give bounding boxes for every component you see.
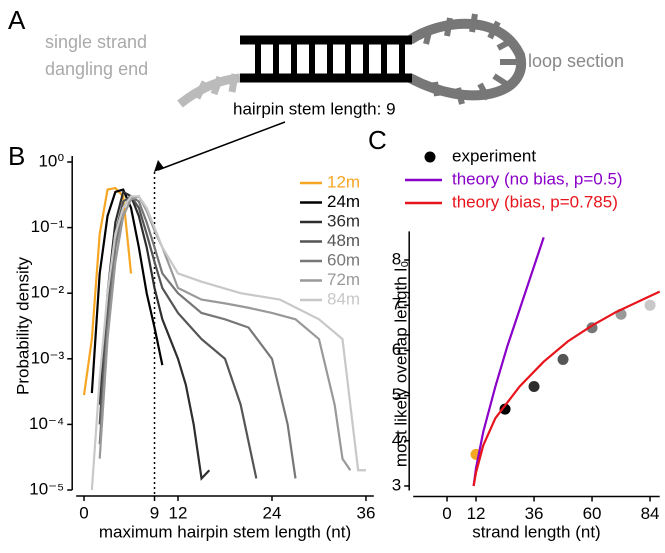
legend-label: 48m [327, 231, 360, 250]
legend-label: theory (bias, p=0.785) [452, 192, 618, 211]
x-tick-label: 36 [357, 503, 376, 522]
panel-label: B [8, 141, 25, 171]
x-tick-label: 84 [641, 504, 660, 523]
data-point [528, 381, 540, 393]
y-axis-label: most likely overlap length l₀ [391, 261, 410, 467]
diagram-label: dangling end [45, 59, 148, 79]
y-tick-label: 4 [392, 430, 401, 449]
y-tick-label: 10⁻³ [31, 348, 65, 367]
panel-label: C [368, 125, 387, 155]
x-axis-label: strand length (nt) [472, 522, 601, 541]
x-tick-label: 0 [442, 504, 451, 523]
legend-swatch [424, 151, 436, 163]
data-point [499, 403, 511, 415]
y-axis-label: Probability density [13, 257, 32, 395]
series-line [98, 194, 258, 479]
legend-label: 84m [327, 289, 360, 308]
y-tick-label: 10⁻⁴ [29, 414, 64, 433]
x-tick-label: 24 [263, 503, 282, 522]
y-tick-label: 6 [392, 340, 401, 359]
y-tick-label: 7 [392, 295, 401, 314]
y-tick-label: 10⁻² [31, 283, 65, 302]
series-line [472, 237, 545, 487]
data-point [557, 353, 569, 365]
series-line [98, 194, 352, 471]
y-tick-label: 5 [392, 385, 401, 404]
x-tick-label: 0 [79, 503, 88, 522]
legend-label: experiment [452, 146, 536, 165]
diagram-label: single strand [45, 32, 147, 52]
y-tick-label: 8 [392, 249, 401, 268]
y-tick-label: 3 [392, 475, 401, 494]
diagram-label: loop section [528, 51, 624, 71]
x-tick-label: 36 [525, 504, 544, 523]
x-tick-label: 12 [169, 503, 188, 522]
legend-label: 36m [327, 211, 360, 230]
series-line [98, 190, 211, 481]
hairpin-diagram [154, 13, 527, 172]
x-tick-label: 12 [467, 504, 486, 523]
legend-label: 12m [327, 172, 360, 191]
legend-label: theory (no bias, p=0.5) [452, 169, 623, 188]
diagram-label: hairpin stem length: 9 [233, 99, 396, 118]
series-line [472, 290, 661, 487]
data-point [644, 299, 656, 311]
series-line [90, 195, 366, 491]
legend-label: 60m [327, 250, 360, 269]
legend-label: 24m [327, 192, 360, 211]
x-axis-label: maximum hairpin stem length (nt) [99, 522, 351, 541]
x-tick-label: 60 [583, 504, 602, 523]
panel-label: A [8, 5, 26, 35]
series-line [98, 194, 297, 479]
legend-label: 72m [327, 270, 360, 289]
y-tick-label: 10⁻¹ [31, 217, 65, 236]
x-tick-label: 9 [150, 503, 159, 522]
y-tick-label: 10⁰ [38, 151, 64, 170]
y-tick-label: 10⁻⁵ [29, 479, 64, 498]
